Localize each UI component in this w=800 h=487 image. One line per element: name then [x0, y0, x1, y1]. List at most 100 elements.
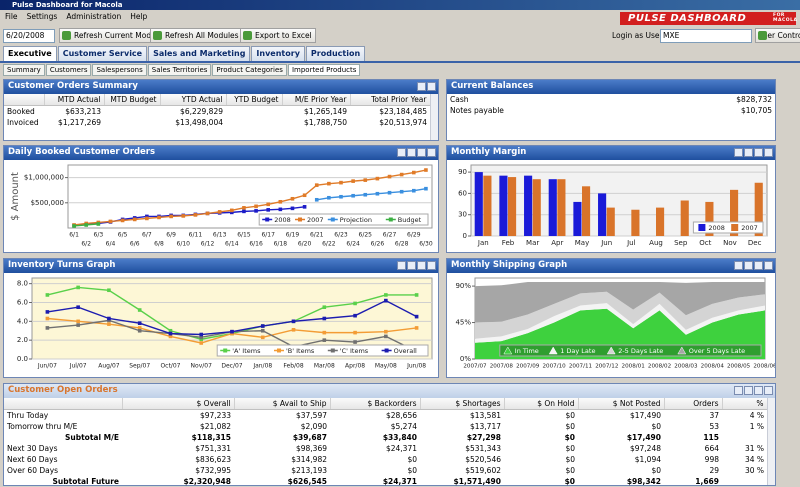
- table-cell: $519,602: [465, 465, 501, 475]
- subtab[interactable]: Sales Territories: [147, 64, 212, 76]
- daily-orders-panel: Daily Booked Customer Orders $500,000 $1,…: [3, 145, 439, 253]
- legend-label: Budget: [398, 216, 422, 224]
- table-cell: 29: [709, 465, 719, 475]
- y-tick-label: $1,000,000: [24, 174, 64, 182]
- series-line: [316, 187, 427, 201]
- tab[interactable]: Executive: [3, 46, 57, 61]
- table-cell: 1,669: [695, 476, 719, 486]
- table-cell: $17,490: [629, 410, 661, 420]
- refresh-all-button[interactable]: Refresh All Modules: [150, 28, 243, 43]
- table-cell: $0: [565, 454, 575, 464]
- tab[interactable]: Inventory: [251, 46, 305, 61]
- x-tick-label: 2007/10: [542, 364, 566, 370]
- user-select[interactable]: MXE: [660, 29, 752, 43]
- y-tick-label: 6.0: [17, 298, 28, 306]
- panel-icons[interactable]: [733, 148, 773, 157]
- tab[interactable]: Customer Service: [57, 46, 148, 61]
- x-tick-label: Oct/07: [160, 363, 180, 370]
- bar: [524, 175, 533, 236]
- refresh-current-button[interactable]: Refresh Current Module: [59, 28, 167, 43]
- column-header: M/E Prior Year: [282, 94, 351, 106]
- point-marker: [278, 199, 283, 204]
- legend-label: 2008: [708, 224, 725, 232]
- x-tick-label: Apr: [551, 239, 563, 247]
- legend-swatch: [265, 217, 270, 222]
- x-tick-label: 6/24: [346, 241, 360, 248]
- user-control-button[interactable]: User Control: [755, 28, 800, 43]
- x-tick-label: 6/12: [201, 241, 215, 248]
- panel-title: Customer Open Orders: [4, 384, 775, 398]
- x-tick-label: Jan: [477, 239, 489, 247]
- subtab[interactable]: Imported Products: [287, 64, 361, 76]
- x-tick-label: Feb: [502, 239, 515, 247]
- date-field[interactable]: 6/20/2008: [3, 29, 55, 43]
- point-marker: [230, 331, 234, 336]
- x-tick-label: 2007/12: [595, 364, 618, 370]
- panel-icons[interactable]: [416, 82, 436, 91]
- menu-item[interactable]: Help: [130, 12, 148, 21]
- legend-label: 1 Day Late: [560, 347, 595, 355]
- column-header: $ Avail to Ship: [234, 398, 331, 410]
- tab[interactable]: Sales and Marketing: [148, 46, 251, 61]
- x-tick-label: Aug: [649, 239, 663, 247]
- point-marker: [168, 334, 173, 339]
- table-cell: $213,193: [291, 465, 327, 475]
- y-tick-label: 60: [458, 189, 467, 197]
- x-tick-label: Jun/08: [406, 363, 426, 370]
- table-cell: $0: [564, 432, 575, 442]
- point-marker: [387, 174, 392, 179]
- point-marker: [290, 196, 295, 201]
- table-cell: $13,581: [469, 410, 501, 420]
- x-tick-label: 2008/03: [674, 364, 698, 370]
- logo-sub: FOR MACOLA: [773, 13, 798, 23]
- point-marker: [363, 192, 368, 197]
- menu-item[interactable]: Administration: [66, 12, 122, 21]
- point-marker: [384, 334, 388, 339]
- chart: 0.0 2.0 4.0 6.0 8.0 Jun/07 Jul/07 Aug/07 Sep/07 O…: [17, 277, 433, 370]
- panel-icons[interactable]: [396, 261, 436, 270]
- inventory-panel: Inventory Turns Graph 0.0 2.0 4.0 6.0 8.0 Jun…: [3, 258, 439, 378]
- table-cell: $10,705: [740, 106, 772, 115]
- panel-icons[interactable]: [733, 261, 773, 270]
- table-cell: 53: [709, 421, 719, 431]
- subtab[interactable]: Product Categories: [212, 64, 287, 76]
- panel-title: Monthly Margin: [447, 146, 775, 160]
- scrollbar[interactable]: [767, 398, 775, 485]
- panel-icons[interactable]: [733, 386, 773, 395]
- x-tick-label: 6/25: [359, 232, 373, 239]
- table-cell: $0: [565, 410, 575, 420]
- table-cell: $1,571,490: [453, 476, 501, 486]
- tab[interactable]: Production: [305, 46, 366, 61]
- panel-title: Customer Orders Summary: [4, 80, 438, 94]
- table-cell: 998: [704, 454, 719, 464]
- subtab[interactable]: Customers: [45, 64, 92, 76]
- y-tick-label: 4.0: [17, 317, 28, 325]
- table-cell: $33,840: [382, 432, 417, 442]
- table-cell: Subtotal Future: [52, 476, 119, 486]
- x-tick-label: 6/22: [322, 241, 336, 248]
- x-tick-label: 6/29: [407, 232, 421, 239]
- column-header: MTD Budget: [104, 94, 161, 106]
- export-button[interactable]: Export to Excel: [240, 28, 316, 43]
- table-cell: $2,090: [300, 421, 327, 431]
- legend-label: 'C' Items: [340, 347, 369, 355]
- menu-item[interactable]: Settings: [26, 12, 58, 21]
- subtab[interactable]: Summary: [3, 64, 45, 76]
- panel-icons[interactable]: [396, 148, 436, 157]
- table-cell: 115: [703, 432, 719, 442]
- menu-item[interactable]: File: [5, 12, 18, 21]
- table-cell: $732,995: [195, 465, 231, 475]
- point-marker: [137, 321, 142, 326]
- point-marker: [242, 209, 246, 214]
- point-marker: [205, 211, 210, 216]
- table-cell: $1,217,269: [58, 117, 101, 127]
- table-cell: 4 %: [749, 410, 764, 420]
- panel-title-text: Customer Open Orders: [8, 385, 118, 395]
- scrollbar[interactable]: [430, 94, 438, 140]
- subtab[interactable]: Salespersons: [92, 64, 147, 76]
- table-cell: [104, 117, 160, 128]
- table-row: Booked $633,213 $6,229,829 $1,265,149 $23,18…: [4, 106, 430, 117]
- x-tick-label: 6/9: [166, 232, 176, 239]
- point-marker: [399, 189, 404, 194]
